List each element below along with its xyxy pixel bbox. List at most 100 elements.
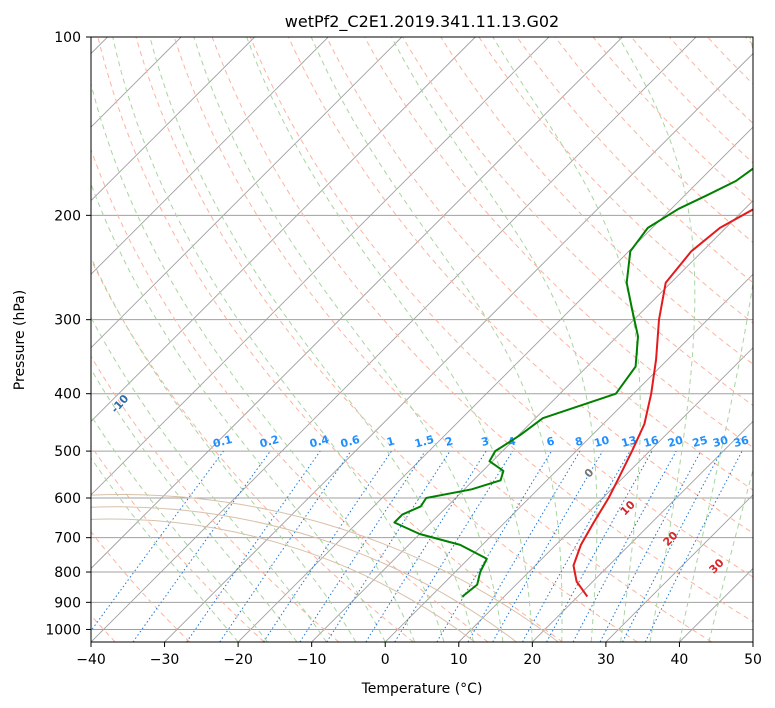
- moist-adiabat: [91, 457, 239, 642]
- mixing-ratio-label: 3: [480, 434, 491, 449]
- plot-area: [91, 37, 753, 642]
- x-tick-label: 20: [523, 652, 541, 668]
- x-tick-label: 50: [744, 652, 762, 668]
- mixing-ratio-line: [326, 450, 451, 642]
- arc-line: [91, 494, 559, 642]
- moist-adiabat: [91, 81, 416, 642]
- mixing-ratio-line: [522, 450, 631, 642]
- mixing-ratio-label: 0.4: [308, 433, 331, 451]
- arc-line: [91, 518, 476, 642]
- background-lines: [91, 37, 753, 642]
- isotherm-line: [91, 37, 623, 570]
- dewpoint-profile: [393, 167, 753, 598]
- moist-adiabat: [246, 37, 533, 642]
- dry-adiabat: [211, 37, 753, 623]
- y-axis-ticks: 1000 900 800 700 600 500 400 300 200 100: [45, 30, 91, 638]
- y-tick-label: 700: [54, 531, 81, 547]
- y-tick-label: 300: [54, 313, 81, 329]
- y-tick-label: 100: [54, 30, 81, 46]
- dry-adiabat: [135, 37, 638, 642]
- moist-adiabat: [91, 414, 268, 642]
- isotherm-line: [384, 273, 753, 642]
- mixing-ratio-label: 1: [385, 434, 396, 449]
- mixing-ratio-line: [436, 450, 552, 642]
- y-tick-label: 1000: [45, 622, 81, 638]
- mixing-ratio-label: 6: [545, 434, 556, 449]
- y-tick-label: 200: [54, 208, 81, 224]
- mixing-ratio-line: [572, 450, 677, 642]
- profile-series: [393, 167, 753, 598]
- mixing-ratio-label: 1.5: [413, 433, 435, 451]
- dry-adiabat: [249, 37, 753, 578]
- isotherm-line: [91, 37, 403, 349]
- x-tick-label: −30: [150, 652, 180, 668]
- mixing-ratio-line: [467, 450, 581, 642]
- mixing-ratio-label: 20: [666, 433, 684, 450]
- isotherm-line: [91, 37, 550, 496]
- arc-line: [91, 506, 518, 642]
- moist-adiabat: [91, 368, 298, 642]
- isotherm-line: [237, 126, 753, 642]
- dry-adiabat: [97, 37, 563, 642]
- x-tick-label: −10: [297, 652, 327, 668]
- isotherm-line: [164, 52, 753, 642]
- x-tick-label: −20: [223, 652, 253, 668]
- mixing-ratio-label: 8: [574, 434, 585, 449]
- dry-adiabat: [440, 37, 753, 365]
- x-axis-ticks: −40 −30 −20 −10 0 10 20 30 40 50: [76, 642, 762, 668]
- y-axis-label: Pressure (hPa): [12, 290, 28, 390]
- mixing-ratio-line: [219, 450, 352, 642]
- mixing-ratio-label: 30: [711, 433, 729, 450]
- mixing-ratio-line: [186, 450, 321, 642]
- x-tick-label: 40: [671, 652, 689, 668]
- mixing-ratio-label: 0.2: [258, 433, 280, 451]
- x-tick-label: 0: [381, 652, 390, 668]
- dry-adiabat: [91, 355, 340, 642]
- mixing-ratio-label: 36: [732, 433, 750, 450]
- x-axis-label: Temperature (°C): [361, 681, 483, 697]
- moist-adiabat: [492, 37, 641, 642]
- dry-adiabat: [326, 37, 753, 491]
- mixing-ratio-label: 4: [506, 434, 517, 449]
- mixing-ratio-label: 2: [444, 434, 455, 449]
- dry-adiabat: [91, 531, 191, 642]
- mixing-ratio-label: 0.1: [212, 433, 234, 451]
- y-tick-label: 400: [54, 387, 81, 403]
- mixing-ratio-line: [91, 450, 224, 632]
- moist-adiabat: [310, 37, 563, 642]
- dry-adiabat: [592, 37, 753, 204]
- moist-adiabat: [91, 256, 357, 642]
- mixing-ratio-line: [394, 450, 514, 642]
- moist-adiabat: [391, 37, 598, 642]
- chart-title: wetPf2_C2E1.2019.341.11.13.G02: [285, 12, 559, 32]
- isotherm-line: [91, 37, 329, 275]
- dry-adiabat: [287, 37, 753, 534]
- dry-adiabat: [402, 37, 753, 407]
- moist-adiabat: [91, 182, 386, 642]
- mixing-ratio-label: 16: [642, 433, 660, 450]
- y-tick-label: 600: [54, 491, 81, 507]
- moist-adiabat: [112, 37, 445, 642]
- y-tick-label: 500: [54, 444, 81, 460]
- dry-adiabat: [516, 37, 753, 284]
- x-tick-label: 30: [597, 652, 615, 668]
- x-tick-label: −40: [76, 652, 106, 668]
- dry-adiabat: [554, 37, 753, 244]
- mixing-ratio-line: [132, 450, 271, 642]
- dry-adiabat: [630, 37, 753, 164]
- isotherm-line: [605, 494, 753, 642]
- mixing-ratio-line: [365, 450, 487, 642]
- mixing-ratio-label: 10: [593, 433, 611, 450]
- mixing-ratio-line: [546, 450, 653, 642]
- x-tick-label: 10: [450, 652, 468, 668]
- dry-adiabat: [478, 37, 753, 324]
- plot-frame: [90, 36, 754, 643]
- mixing-ratio-line: [492, 450, 604, 642]
- y-tick-label: 900: [54, 595, 81, 611]
- temperature-profile: [572, 208, 753, 598]
- moist-adiabat: [617, 37, 696, 642]
- mixing-ratio-label: 25: [691, 433, 709, 450]
- isotherm-line: [91, 37, 255, 202]
- isotherm-line: [91, 37, 476, 422]
